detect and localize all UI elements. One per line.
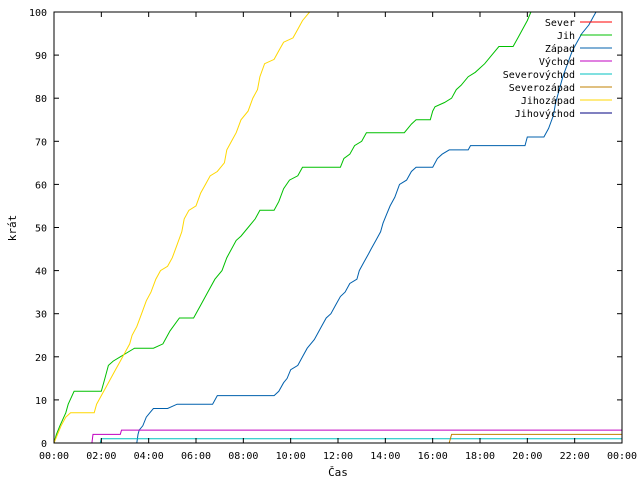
x-tick-label: 02:00 xyxy=(86,451,116,462)
y-tick-label: 90 xyxy=(35,51,47,62)
y-tick-label: 70 xyxy=(35,137,47,148)
legend-label: Východ xyxy=(539,56,575,68)
x-tick-label: 00:00 xyxy=(39,451,69,462)
x-tick-label: 14:00 xyxy=(370,451,400,462)
legend-label: Jih xyxy=(557,31,575,42)
series-line-severovýchod xyxy=(54,438,622,443)
legend-label: Jihovýchod xyxy=(515,108,575,120)
series-line-jihozápad xyxy=(54,12,310,443)
y-tick-label: 10 xyxy=(35,396,47,407)
y-tick-label: 50 xyxy=(35,224,47,235)
legend-label: Jihozápad xyxy=(521,95,575,107)
legend: Sever JihZápadVýchodSeverovýchodSeverozáp… xyxy=(503,18,612,120)
y-tick-label: 60 xyxy=(35,180,47,191)
y-tick-label: 20 xyxy=(35,353,47,364)
legend-label: Severozápad xyxy=(509,82,575,94)
x-tick-label: 22:00 xyxy=(560,451,590,462)
series-line-severozápad xyxy=(54,433,622,443)
series-line-východ xyxy=(54,429,622,443)
x-tick-label: 20:00 xyxy=(512,451,542,462)
x-tick-label: 04:00 xyxy=(134,451,164,462)
x-tick-label: 00:00 xyxy=(607,451,637,462)
x-tick-label: 16:00 xyxy=(418,451,448,462)
ticks-layer: 00:00 02:00 04:00 06:00 08:00 10:00 12:00 14:00… xyxy=(29,8,637,462)
y-tick-label: 80 xyxy=(35,94,47,105)
x-tick-label: 08:00 xyxy=(228,451,258,462)
series-line-západ xyxy=(54,12,597,443)
x-tick-label: 18:00 xyxy=(465,451,495,462)
x-tick-label: 06:00 xyxy=(181,451,211,462)
x-tick-label: 10:00 xyxy=(276,451,306,462)
y-tick-label: 30 xyxy=(35,310,47,321)
y-tick-label: 0 xyxy=(41,439,47,450)
y-axis-title: krát xyxy=(6,215,19,242)
legend-label: Severovýchod xyxy=(503,69,575,81)
x-tick-label: 12:00 xyxy=(323,451,353,462)
legend-label: Sever xyxy=(545,18,575,29)
y-tick-label: 100 xyxy=(29,8,47,19)
series-line-jih xyxy=(54,12,532,443)
x-axis-title: Čas xyxy=(328,466,348,479)
series-layer xyxy=(54,12,622,443)
y-tick-label: 40 xyxy=(35,267,47,278)
legend-label: Západ xyxy=(545,43,575,55)
